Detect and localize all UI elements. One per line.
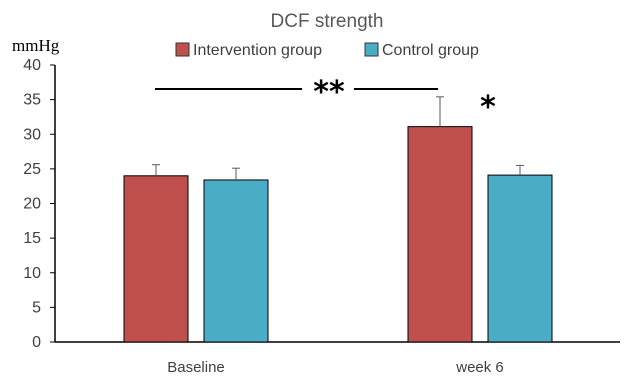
significance-double-star: ** <box>313 75 345 110</box>
y-tick-label: 30 <box>23 126 41 143</box>
legend: Intervention group Control group <box>175 42 479 59</box>
bars <box>123 126 553 343</box>
bar <box>203 179 269 343</box>
legend-swatch-control <box>364 42 379 57</box>
legend-label-control: Control group <box>382 42 479 59</box>
y-tick-label: 35 <box>23 92 41 109</box>
bar <box>407 126 473 343</box>
significance-annotations: ** * <box>155 75 496 125</box>
category-labels: Baseline week 6 <box>167 359 504 376</box>
error-bars <box>152 96 524 180</box>
chart-title: DCF strength <box>271 11 384 32</box>
y-tick-label: 20 <box>23 196 41 213</box>
y-tick-label: 40 <box>23 57 41 74</box>
bar <box>123 175 189 343</box>
legend-swatch-intervention <box>175 42 190 57</box>
y-tick-label: 5 <box>32 299 41 316</box>
category-label: week 6 <box>455 359 504 376</box>
y-tick-label: 25 <box>23 161 41 178</box>
category-label: Baseline <box>167 359 225 376</box>
y-axis-label: mmHg <box>12 36 60 55</box>
y-tick-label: 0 <box>32 334 41 351</box>
y-tick-label: 15 <box>23 230 41 247</box>
legend-label-intervention: Intervention group <box>193 42 322 59</box>
significance-single-star: * <box>480 90 496 125</box>
y-tick-label: 10 <box>23 265 41 282</box>
bar <box>487 174 553 343</box>
